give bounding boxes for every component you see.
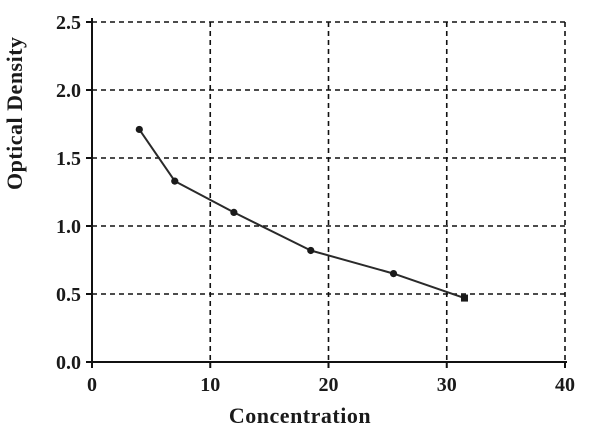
x-tick-label: 40 [555, 374, 575, 396]
data-point [135, 125, 143, 134]
data-point [389, 270, 398, 278]
y-axis-label: Optical Density [2, 36, 27, 190]
series-line [138, 128, 466, 300]
x-tick-label: 20 [319, 374, 339, 396]
data-point [307, 246, 315, 255]
data-point [171, 177, 179, 185]
y-tick-label: 0.5 [56, 284, 81, 306]
y-tick-label: 1.5 [56, 148, 81, 170]
y-tick-label: 2.0 [56, 80, 81, 102]
x-tick-label: 30 [437, 374, 457, 396]
x-tick-label: 10 [200, 374, 220, 396]
y-tick-label: 2.5 [56, 12, 81, 34]
data-point [230, 208, 238, 216]
y-tick-label: 0.0 [56, 352, 81, 374]
data-point [460, 294, 468, 302]
x-tick-label: 0 [87, 374, 97, 396]
x-axis-label: Concentration [228, 403, 372, 428]
y-tick-label: 1.0 [56, 216, 81, 238]
